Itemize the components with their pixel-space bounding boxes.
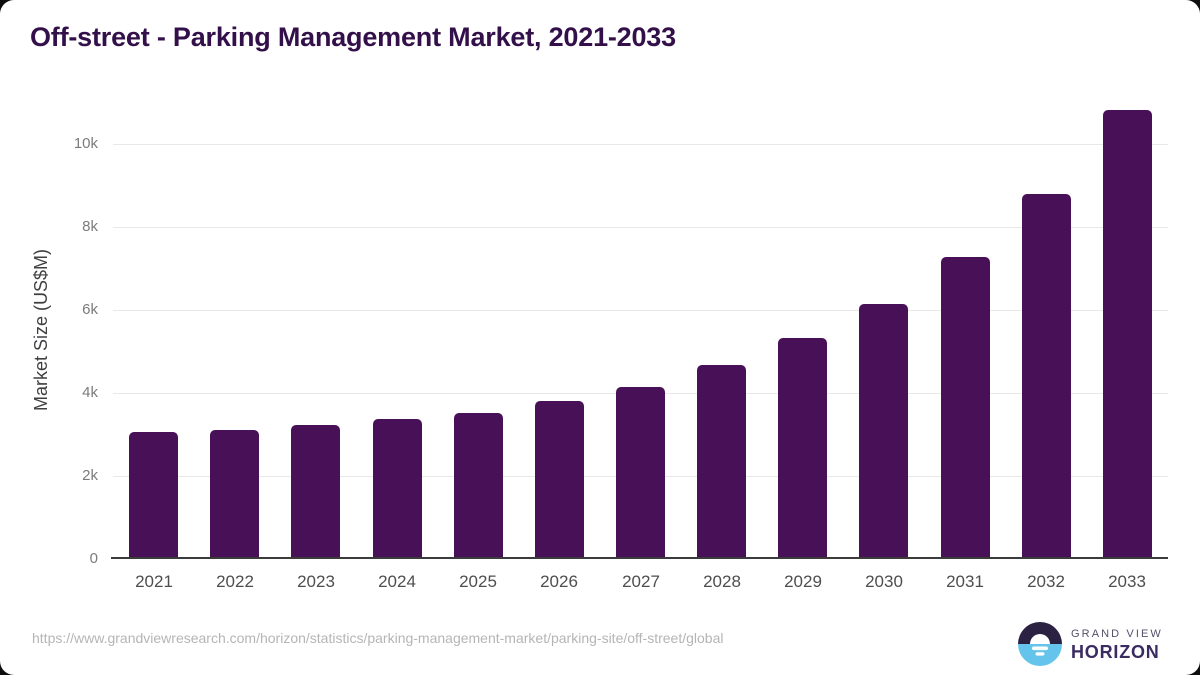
bar-2027[interactable] — [616, 387, 665, 558]
horizon-sun-icon — [1018, 622, 1062, 666]
page-title: Off-street - Parking Management Market, … — [30, 22, 676, 52]
gridline-10k — [113, 144, 1168, 145]
x-tick-label-2025: 2025 — [459, 572, 497, 591]
bar-2030[interactable] — [859, 304, 908, 558]
x-axis-line — [111, 557, 1168, 559]
y-tick-label-2k: 2k — [82, 467, 98, 484]
brand-name-top: GRAND VIEW — [1071, 628, 1163, 640]
x-tick-label-2027: 2027 — [622, 572, 660, 591]
y-tick-label-10k: 10k — [73, 135, 98, 152]
bar-2023[interactable] — [291, 425, 340, 558]
x-tick-label-2031: 2031 — [946, 572, 984, 591]
bar-2024[interactable] — [373, 419, 422, 558]
y-tick-label-4k: 4k — [82, 384, 98, 401]
x-tick-label-2024: 2024 — [378, 572, 416, 591]
x-tick-label-2030: 2030 — [865, 572, 903, 591]
x-tick-label-2026: 2026 — [540, 572, 578, 591]
y-axis-title: Market Size (US$M) — [31, 248, 51, 412]
bar-2029[interactable] — [778, 338, 827, 558]
bar-2031[interactable] — [941, 257, 990, 558]
x-tick-label-2029: 2029 — [784, 572, 822, 591]
source-url: https://www.grandviewresearch.com/horizo… — [32, 630, 724, 646]
x-tick-label-2023: 2023 — [297, 572, 335, 591]
gridline-8k — [113, 227, 1168, 228]
brand-logo-text: GRAND VIEW HORIZON — [1071, 628, 1163, 663]
brand-logo: GRAND VIEW HORIZON — [1018, 622, 1168, 668]
bar-2032[interactable] — [1022, 194, 1071, 558]
bar-2033[interactable] — [1103, 110, 1152, 558]
y-tick-label-6k: 6k — [82, 301, 98, 318]
x-tick-label-2021: 2021 — [135, 572, 173, 591]
x-tick-label-2032: 2032 — [1027, 572, 1065, 591]
bar-2026[interactable] — [535, 401, 584, 558]
gridline-6k — [113, 310, 1168, 311]
bar-2022[interactable] — [210, 430, 259, 558]
bar-2021[interactable] — [129, 432, 178, 558]
y-tick-label-0: 0 — [89, 550, 98, 567]
brand-name-bottom: HORIZON — [1071, 642, 1160, 662]
bar-2028[interactable] — [697, 365, 746, 558]
bar-2025[interactable] — [454, 413, 503, 558]
y-tick-label-8k: 8k — [82, 218, 98, 235]
x-tick-label-2033: 2033 — [1108, 572, 1146, 591]
x-tick-label-2022: 2022 — [216, 572, 254, 591]
x-tick-label-2028: 2028 — [703, 572, 741, 591]
